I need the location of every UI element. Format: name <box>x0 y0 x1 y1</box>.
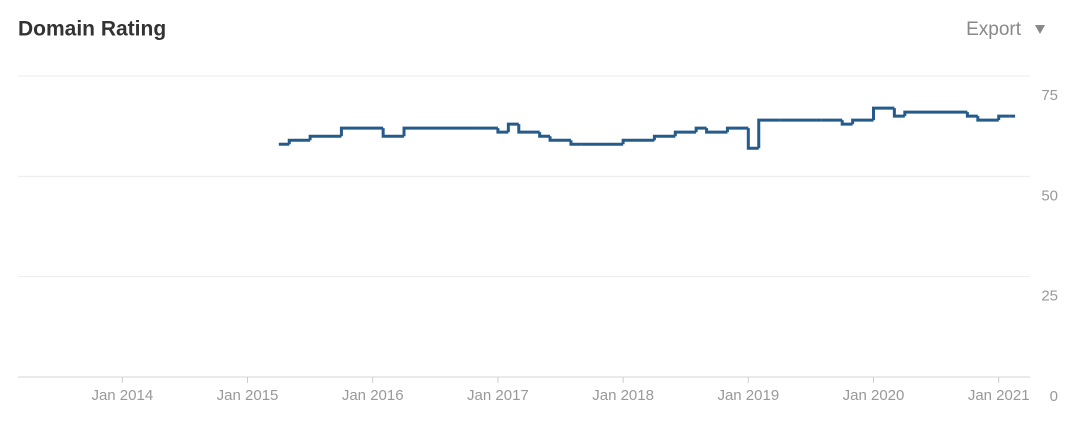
line-step <box>621 138 655 145</box>
line-step <box>673 130 697 137</box>
line-step <box>725 126 749 133</box>
line-step <box>496 128 509 134</box>
x-tick-label: Jan 2015 <box>217 387 279 404</box>
line-step <box>892 108 905 118</box>
line-step <box>840 120 853 126</box>
line-step <box>652 134 676 141</box>
line-step <box>517 124 540 134</box>
x-tick-label: Jan 2019 <box>717 387 779 404</box>
line-step <box>746 128 759 150</box>
export-button[interactable]: Export <box>966 19 1022 40</box>
line-step <box>381 128 405 138</box>
line-step <box>976 116 999 122</box>
chart-title: Domain Rating <box>18 18 166 41</box>
line-step <box>705 128 728 134</box>
line-step <box>287 138 311 145</box>
line-step <box>757 118 780 149</box>
line-step <box>997 114 1010 121</box>
line-step <box>965 112 978 118</box>
x-tick-label: Jan 2020 <box>843 387 905 404</box>
x-tick-label: Jan 2016 <box>342 387 404 404</box>
y-tick-label: 75 <box>1041 87 1058 104</box>
y-tick-label: 25 <box>1041 288 1058 305</box>
line-step <box>903 110 968 117</box>
line-step <box>308 134 342 141</box>
line-step <box>851 118 874 125</box>
line-step <box>506 122 519 133</box>
export-arrow[interactable] <box>1035 25 1045 34</box>
line-step <box>339 126 384 137</box>
x-tick-label: Jan 2021 <box>968 387 1030 404</box>
line-step <box>538 132 551 138</box>
line-step <box>694 126 707 133</box>
line-step <box>872 106 895 121</box>
line-step <box>548 136 571 142</box>
x-tick-label: Jan 2018 <box>592 387 654 404</box>
x-tick-label: Jan 2014 <box>91 387 153 404</box>
x-tick-label: Jan 2017 <box>467 387 529 404</box>
y-tick-label: 50 <box>1041 187 1058 204</box>
line-step <box>402 126 478 137</box>
y-tick-label: 0 <box>1050 388 1058 405</box>
line-step <box>569 140 582 146</box>
